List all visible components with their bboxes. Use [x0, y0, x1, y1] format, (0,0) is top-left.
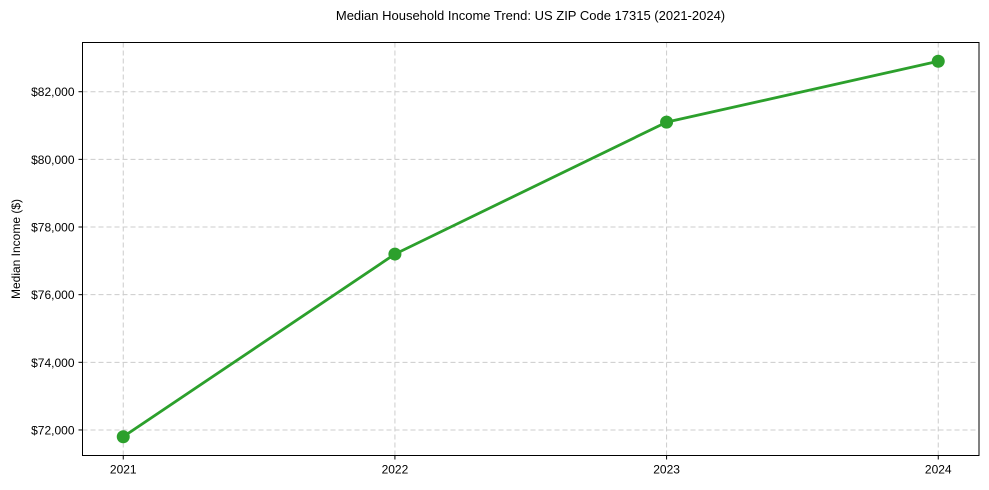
data-point — [388, 247, 402, 261]
chart-title: Median Household Income Trend: US ZIP Co… — [335, 8, 726, 23]
data-point — [116, 430, 130, 444]
y-tick-label: $76,000 — [31, 288, 75, 302]
x-tick-label: 2022 — [382, 463, 409, 477]
y-tick-label: $82,000 — [31, 85, 75, 99]
x-tick-label: 2024 — [925, 463, 952, 477]
trend-line — [121, 59, 940, 439]
y-tick-label: $74,000 — [31, 356, 75, 370]
y-tick-label: $72,000 — [31, 423, 75, 437]
data-point — [660, 115, 674, 129]
plot-border — [82, 42, 980, 456]
data-point — [931, 54, 945, 68]
y-tick-label: $78,000 — [31, 221, 75, 235]
x-tick-label: 2023 — [653, 463, 680, 477]
y-tick-label: $80,000 — [31, 153, 75, 167]
x-tick-label: 2021 — [110, 463, 137, 477]
